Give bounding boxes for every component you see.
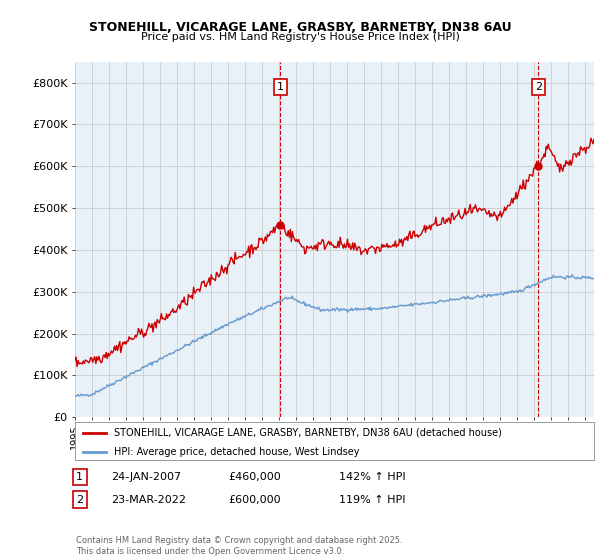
Text: 2: 2: [76, 494, 83, 505]
Text: £600,000: £600,000: [228, 494, 281, 505]
Text: 142% ↑ HPI: 142% ↑ HPI: [339, 472, 406, 482]
Text: STONEHILL, VICARAGE LANE, GRASBY, BARNETBY, DN38 6AU: STONEHILL, VICARAGE LANE, GRASBY, BARNET…: [89, 21, 511, 34]
Text: Price paid vs. HM Land Registry's House Price Index (HPI): Price paid vs. HM Land Registry's House …: [140, 32, 460, 43]
Text: 1: 1: [277, 82, 284, 92]
Text: 119% ↑ HPI: 119% ↑ HPI: [339, 494, 406, 505]
Text: 1: 1: [76, 472, 83, 482]
Text: 24-JAN-2007: 24-JAN-2007: [111, 472, 181, 482]
Text: 23-MAR-2022: 23-MAR-2022: [111, 494, 186, 505]
Text: £460,000: £460,000: [228, 472, 281, 482]
Text: STONEHILL, VICARAGE LANE, GRASBY, BARNETBY, DN38 6AU (detached house): STONEHILL, VICARAGE LANE, GRASBY, BARNET…: [114, 428, 502, 438]
Text: 2: 2: [535, 82, 542, 92]
Text: HPI: Average price, detached house, West Lindsey: HPI: Average price, detached house, West…: [114, 447, 359, 457]
Text: Contains HM Land Registry data © Crown copyright and database right 2025.
This d: Contains HM Land Registry data © Crown c…: [76, 536, 403, 556]
